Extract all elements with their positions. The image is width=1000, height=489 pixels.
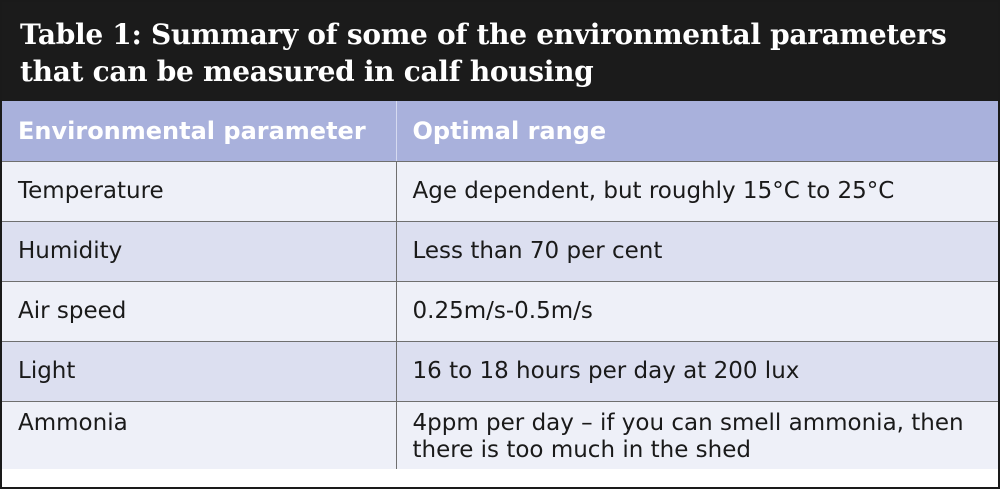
range-cell: 16 to 18 hours per day at 200 lux xyxy=(396,341,998,402)
table-row: Temperature Age dependent, but roughly 1… xyxy=(2,161,998,222)
range-cell: 4ppm per day – if you can smell ammonia,… xyxy=(396,401,998,469)
range-cell: 0.25m/s-0.5m/s xyxy=(396,281,998,342)
range-cell: Less than 70 per cent xyxy=(396,221,998,282)
header-row: Environmental parameter Optimal range xyxy=(2,101,998,162)
table-row: Light 16 to 18 hours per day at 200 lux xyxy=(2,341,998,402)
table-row: Air speed 0.25m/s-0.5m/s xyxy=(2,281,998,342)
table-row: Ammonia 4ppm per day – if you can smell … xyxy=(2,401,998,469)
parameter-cell: Humidity xyxy=(2,221,397,282)
parameter-cell: Ammonia xyxy=(2,401,397,469)
column-header-parameter: Environmental parameter xyxy=(2,101,397,162)
range-cell: Age dependent, but roughly 15°C to 25°C xyxy=(396,161,998,222)
parameter-cell: Light xyxy=(2,341,397,402)
table-title: Table 1: Summary of some of the environm… xyxy=(20,18,947,88)
title-bar: Table 1: Summary of some of the environm… xyxy=(2,2,998,101)
column-header-range: Optimal range xyxy=(396,101,998,162)
parameters-table: Environmental parameter Optimal range Te… xyxy=(2,101,998,469)
table-row: Humidity Less than 70 per cent xyxy=(2,221,998,282)
parameter-cell: Air speed xyxy=(2,281,397,342)
parameter-cell: Temperature xyxy=(2,161,397,222)
